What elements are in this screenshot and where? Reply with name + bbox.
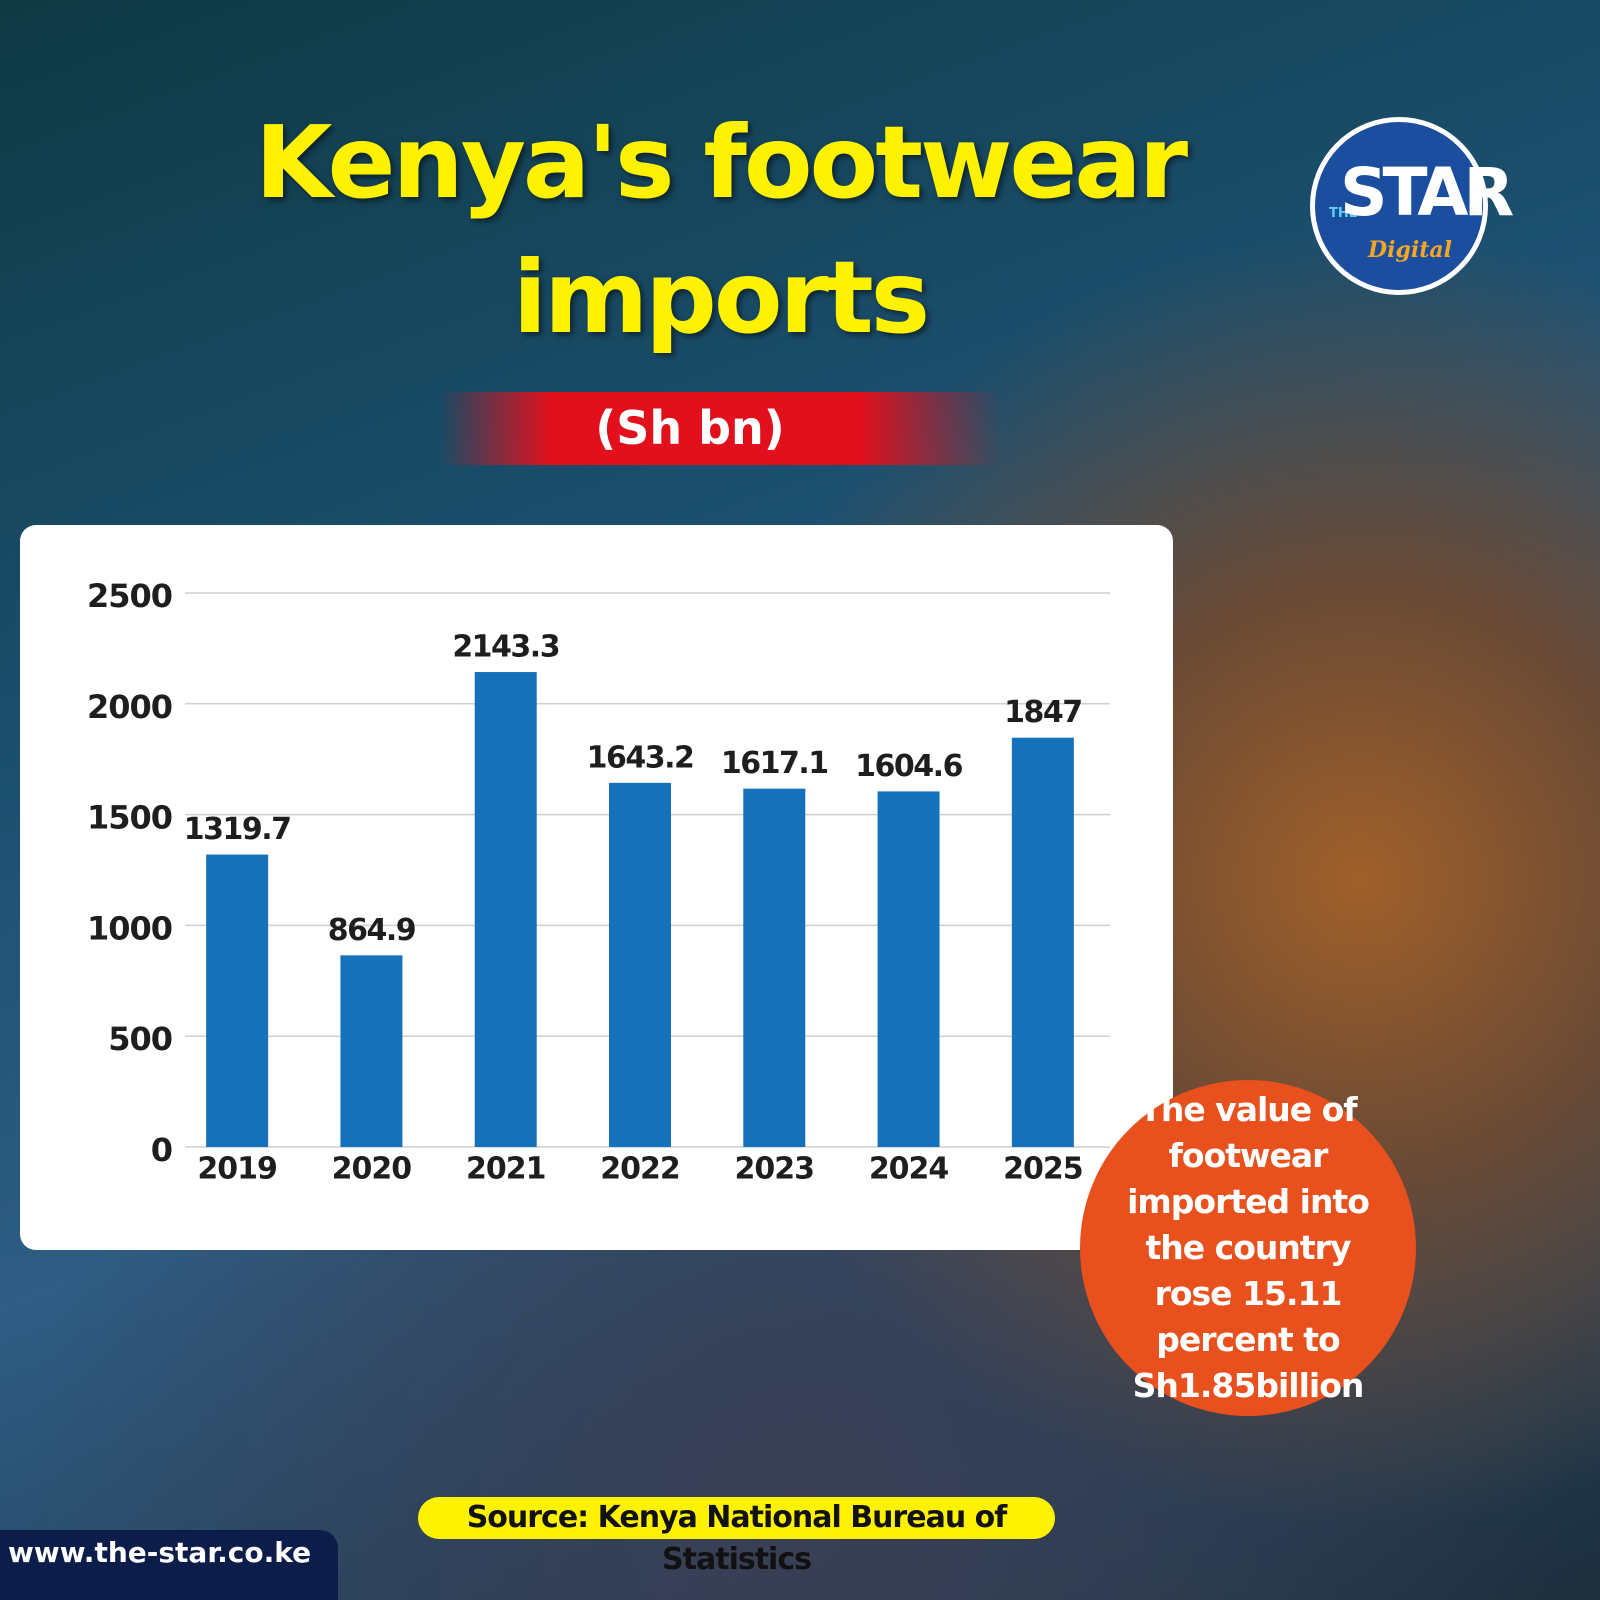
subtitle-band (440, 392, 1000, 465)
bar (340, 955, 403, 1147)
bar (609, 782, 671, 1147)
title: Kenya's footwear imports (254, 104, 1188, 356)
x-tick-label: 2022 (600, 1152, 680, 1187)
bar (743, 788, 806, 1147)
website: www.the-star.co.ke (0, 1530, 338, 1600)
x-tick-label: 2021 (466, 1152, 546, 1187)
subtitle: (Sh bn) (595, 401, 785, 455)
x-tick-label: 2024 (869, 1152, 949, 1187)
y-tick-label: 1000 (87, 909, 172, 947)
x-tick-label: 2023 (735, 1152, 815, 1187)
logo-prefix: THE (1329, 206, 1358, 221)
annotation-circle: The value of footwear imported into the … (1080, 1080, 1416, 1416)
value-label: 1617.1 (721, 746, 828, 781)
value-label: 1643.2 (587, 740, 694, 775)
value-label: 1604.6 (855, 749, 962, 784)
source: Source: Kenya National Bureau of Statist… (418, 1497, 1055, 1577)
x-tick-label: 2019 (197, 1152, 277, 1187)
value-label: 864.9 (328, 913, 415, 948)
bar (474, 672, 537, 1147)
bar (206, 854, 269, 1147)
bar (1011, 737, 1074, 1147)
value-label: 1847 (1004, 695, 1082, 730)
x-tick-label: 2025 (1003, 1152, 1083, 1187)
y-tick-label: 0 (151, 1131, 172, 1169)
value-label: 1319.7 (184, 812, 291, 847)
y-tick-label: 1500 (87, 799, 172, 837)
annotation: The value of footwear imported into the … (1127, 1090, 1370, 1405)
bar (877, 791, 940, 1147)
y-tick-label: 2000 (87, 688, 172, 726)
value-label: 2143.3 (452, 630, 559, 665)
y-tick-label: 500 (108, 1020, 172, 1058)
x-tick-label: 2020 (332, 1152, 412, 1187)
logo-sub: Digital (1368, 237, 1452, 263)
y-tick-label: 2500 (87, 577, 172, 615)
